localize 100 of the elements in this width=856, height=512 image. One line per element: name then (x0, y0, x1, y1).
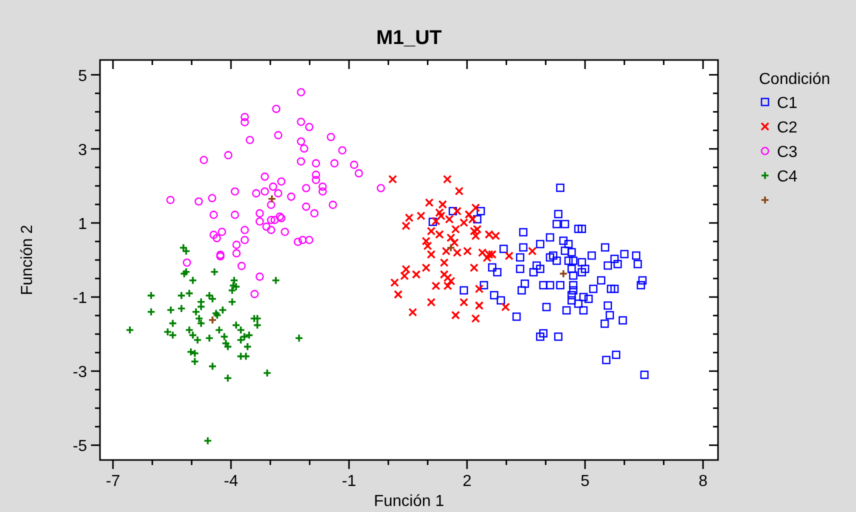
point (446, 243, 456, 252)
point (208, 362, 217, 371)
point (390, 278, 400, 287)
point (242, 352, 250, 361)
point (178, 243, 188, 252)
point (184, 288, 194, 298)
y-tick-label: -5 (72, 438, 88, 456)
point (432, 216, 440, 226)
point (432, 282, 440, 290)
point (450, 238, 459, 247)
point (404, 213, 414, 222)
point (388, 174, 398, 184)
point (203, 436, 212, 446)
point (177, 291, 186, 300)
point (451, 310, 460, 320)
point (236, 336, 246, 344)
x-tick-label: -1 (342, 473, 356, 490)
chart-title: M1_UT (376, 27, 442, 49)
y-tick-label: 1 (78, 216, 88, 233)
point (446, 276, 456, 286)
legend-label: C4 (777, 168, 798, 186)
point (416, 212, 426, 220)
point (482, 253, 492, 262)
point (442, 174, 452, 184)
point (182, 246, 191, 256)
point (426, 298, 436, 307)
point (166, 306, 176, 314)
point (168, 318, 178, 328)
x-tick-label: 8 (698, 473, 708, 490)
x-tick-label: 5 (580, 473, 590, 490)
point (464, 210, 474, 219)
point (402, 222, 410, 230)
point (438, 200, 448, 209)
y-tick-label: 3 (78, 142, 88, 159)
point (180, 269, 189, 278)
y-axis-title: Función 2 (19, 224, 36, 296)
point (471, 232, 480, 240)
point (400, 272, 409, 280)
point (443, 273, 452, 282)
x-tick-label: -7 (106, 473, 120, 490)
legend-label: C3 (777, 144, 798, 161)
point (470, 263, 479, 272)
point (210, 267, 219, 276)
point (223, 374, 232, 383)
point (501, 302, 510, 312)
point (446, 233, 456, 242)
point (244, 330, 254, 340)
point (559, 269, 568, 278)
point (394, 290, 403, 299)
point (218, 306, 228, 314)
point (177, 304, 186, 313)
point (408, 308, 418, 317)
point (422, 236, 431, 246)
x-tick-label: -4 (224, 473, 238, 490)
x-axis-title: Función 1 (374, 493, 444, 510)
legend-label: C2 (777, 120, 798, 136)
point (243, 342, 252, 352)
point (472, 224, 482, 234)
point (426, 250, 436, 259)
point (470, 226, 479, 236)
point (443, 282, 452, 290)
point (459, 298, 468, 307)
point (440, 258, 449, 267)
point (271, 276, 280, 285)
point (424, 198, 434, 207)
point (236, 352, 246, 361)
point (208, 316, 217, 324)
legend-title: Condición (759, 71, 830, 88)
point (471, 203, 480, 212)
point (422, 263, 431, 272)
y-tick-label: -1 (72, 290, 88, 308)
point (212, 310, 222, 320)
point (451, 224, 460, 234)
point (423, 242, 432, 250)
point (440, 270, 449, 279)
point (228, 297, 237, 306)
point (204, 291, 214, 300)
point (412, 270, 421, 279)
point (228, 286, 237, 295)
point (146, 307, 156, 316)
point (474, 301, 484, 310)
point (454, 186, 464, 196)
point (182, 267, 191, 276)
y-tick-label: -3 (72, 364, 88, 382)
point (212, 308, 220, 318)
point (294, 334, 304, 343)
point (442, 246, 451, 256)
point (528, 246, 537, 256)
point (262, 368, 272, 378)
point (402, 264, 410, 274)
point (125, 326, 134, 334)
y-tick-label: 5 (78, 68, 88, 85)
point (474, 284, 484, 294)
point (452, 206, 462, 216)
x-tick-label: 2 (462, 473, 472, 490)
point (504, 252, 514, 260)
point (435, 208, 444, 217)
point (471, 314, 480, 323)
legend-label: C1 (777, 95, 798, 112)
point (208, 294, 217, 304)
